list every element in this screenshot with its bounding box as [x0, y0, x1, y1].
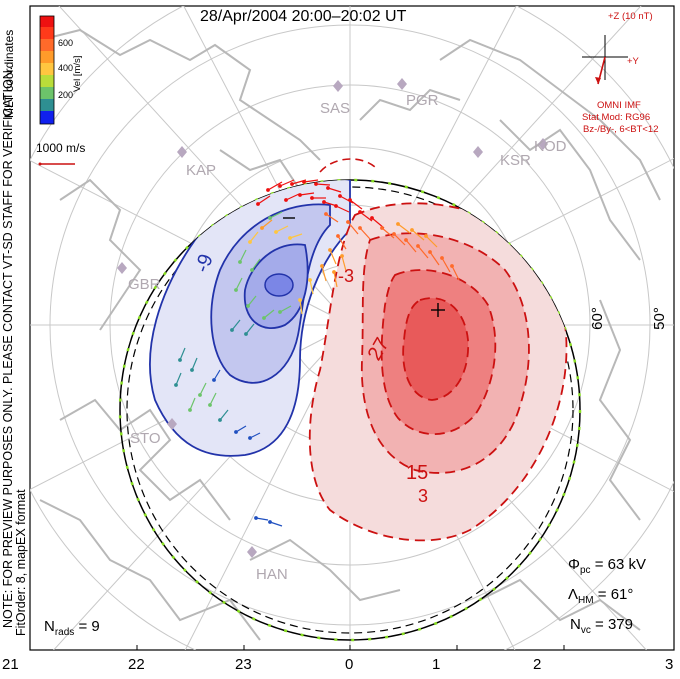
cross-polar-potential: Φpc = 63 kV	[568, 556, 646, 576]
station-label-sto: STO	[130, 430, 161, 447]
potential-max-marker	[431, 303, 445, 317]
page-title: 28/Apr/2004 20:00–20:02 UT	[200, 8, 407, 25]
fit-order-label: FitOrder: 8, mapEX format	[14, 489, 28, 636]
station-label-gbr: GBR	[128, 276, 161, 293]
positive-cell-wisp	[319, 158, 379, 173]
imf-dial	[582, 35, 628, 85]
station-label-kap: KAP	[186, 162, 217, 179]
mlt-tick-0: 0	[345, 656, 354, 673]
contour-label-3: 3	[418, 486, 429, 506]
imf-source-label: OMNI IMF	[597, 100, 641, 111]
hmb-latitude: ΛHM = 61°	[568, 586, 634, 606]
mlt-tick-2: 2	[533, 656, 542, 673]
imf-condition-label: Bz-/By-, 6<BT<12	[583, 124, 659, 135]
imf-scale-label: +Z (10 nT)	[608, 11, 653, 22]
contour-label-15: 15	[406, 462, 429, 484]
station-label-han: HAN	[256, 566, 288, 583]
station-label-kod: KOD	[534, 138, 567, 155]
station-label-sas: SAS	[320, 100, 351, 117]
radar-count: Nrads = 9	[44, 618, 100, 638]
colorbar-tick-600: 600	[58, 38, 74, 48]
velocity-colorbar	[39, 15, 55, 125]
n-vc-value: 379	[607, 616, 633, 633]
colorbar-label: Vel [m/s]	[72, 55, 83, 92]
contour-label-neg3: -3	[338, 266, 355, 286]
negative-cell-core	[264, 273, 294, 297]
colorbar-tick-200: 200	[58, 90, 74, 100]
station-label-pgr: PGR	[406, 92, 439, 109]
fit-boundary	[126, 186, 574, 634]
vector-count: Nvc = 379	[570, 616, 633, 636]
velocity-scale-bar	[38, 162, 75, 166]
station-markers	[117, 78, 548, 558]
positive-cell-core	[402, 297, 469, 401]
latitude-label-50: 50°	[650, 307, 668, 330]
velocity-vectors	[174, 179, 460, 527]
mlt-tick-1: 1	[432, 656, 441, 673]
mlt-tick-3: 3	[665, 656, 674, 673]
boundary-markers	[118, 178, 582, 642]
mlt-tick-21: 21	[2, 656, 19, 673]
preview-note: NOTE: FOR PREVIEW PURPOSES ONLY. PLEASE …	[1, 66, 15, 628]
velocity-scale-label: 1000 m/s	[36, 141, 86, 155]
n-rads-value: 9	[91, 618, 100, 635]
coastlines	[39, 28, 661, 641]
stat-model-label: Stat Mod: RG96	[582, 112, 651, 123]
mlt-axis-ticks	[29, 645, 675, 650]
mlt-tick-23: 23	[235, 656, 252, 673]
station-label-ksr: KSR	[500, 152, 531, 169]
mlt-tick-22: 22	[128, 656, 145, 673]
colorbar-tick-400: 400	[58, 63, 74, 73]
imf-y-label: +Y	[627, 56, 639, 67]
lambda-hm-value: 61°	[610, 586, 634, 603]
phi-pc-value: 63 kV	[607, 556, 646, 573]
latitude-label-60: 60°	[588, 307, 606, 330]
